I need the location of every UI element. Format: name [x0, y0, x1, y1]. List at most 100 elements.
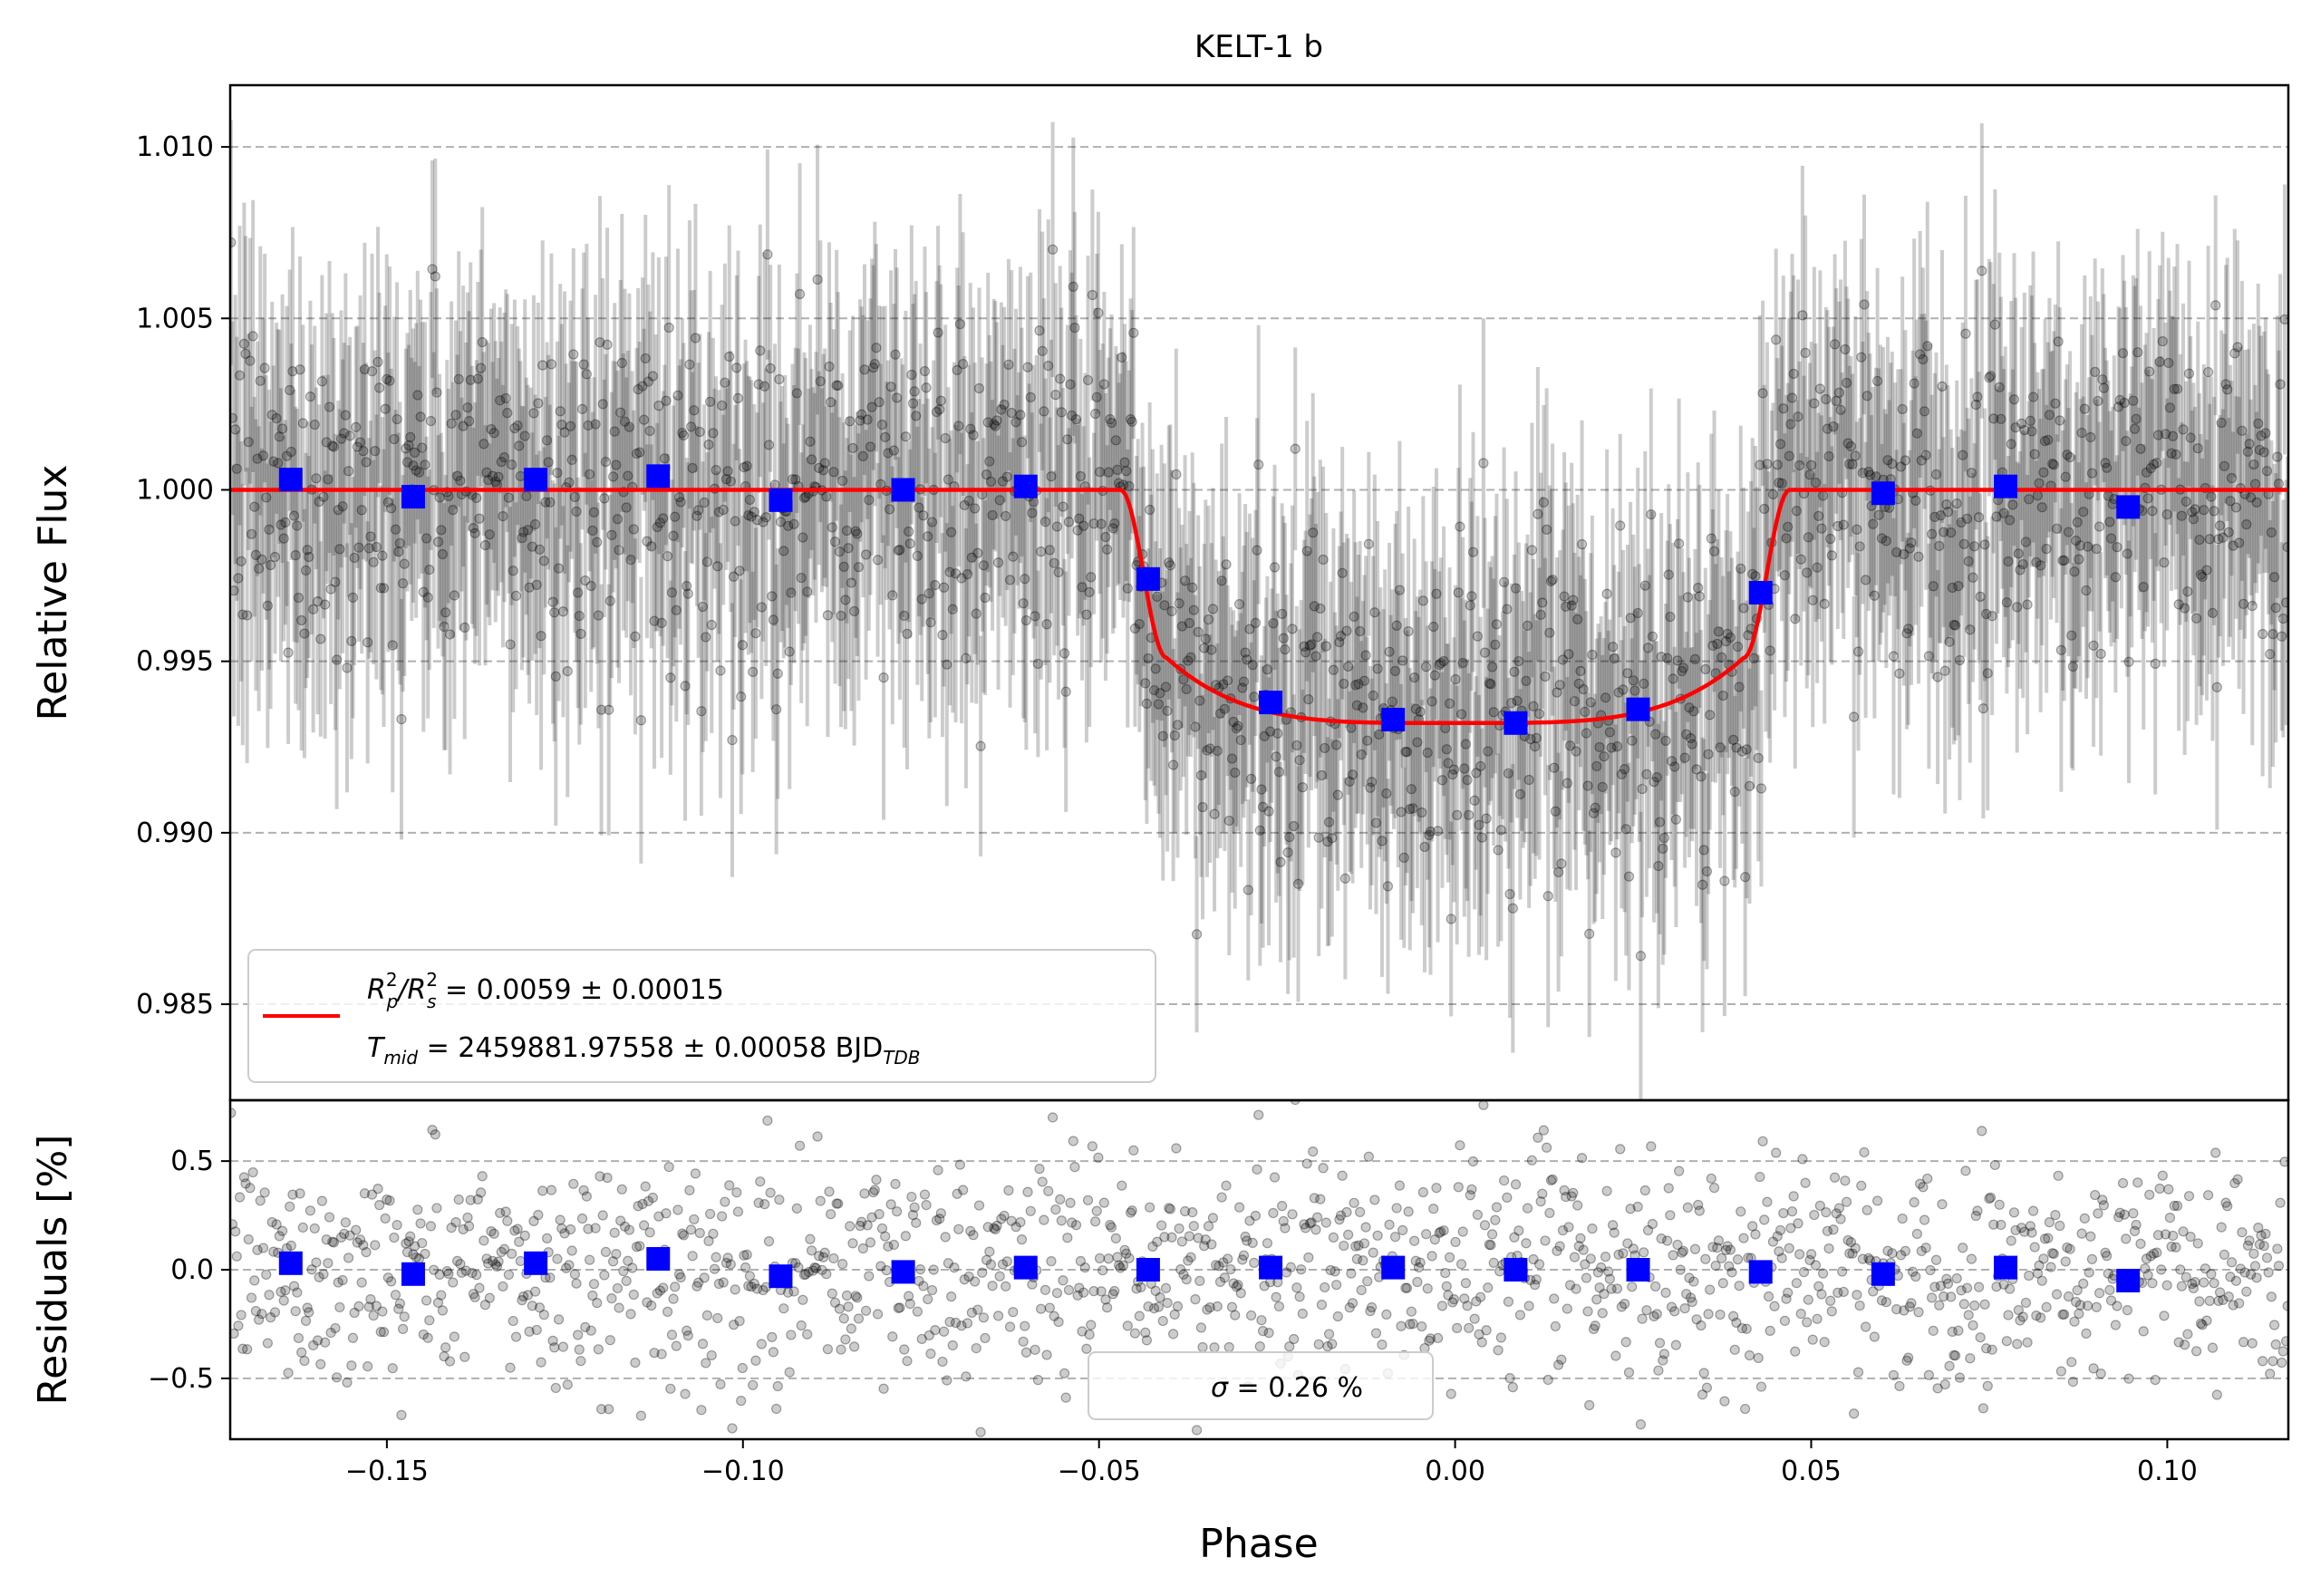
raw-point	[580, 575, 591, 586]
raw-point	[1039, 406, 1049, 417]
residual-point	[564, 1260, 575, 1271]
residual-point	[1587, 1224, 1598, 1234]
residual-point	[1627, 1282, 1638, 1292]
residual-point	[2066, 1357, 2077, 1368]
residual-point	[668, 1293, 679, 1304]
residual-point	[262, 1338, 273, 1349]
residual-point	[538, 1310, 549, 1320]
residual-point	[627, 1262, 638, 1273]
residual-point	[765, 1187, 776, 1198]
raw-point	[1474, 819, 1484, 830]
residual-point	[1542, 1374, 1553, 1386]
residual-point	[1168, 1329, 1179, 1340]
residual-point	[1032, 1375, 1043, 1386]
raw-point	[678, 430, 690, 440]
residual-point	[1346, 1268, 1357, 1279]
raw-point	[961, 653, 972, 664]
raw-point	[237, 609, 248, 620]
raw-point	[1134, 618, 1145, 630]
raw-point	[760, 512, 771, 523]
residual-point	[1432, 1332, 1444, 1344]
raw-point	[1443, 758, 1454, 769]
residual-point	[1384, 1219, 1395, 1230]
residual-point	[2260, 1228, 2271, 1239]
residual-point	[1453, 1182, 1464, 1193]
residual-point	[1277, 1201, 1288, 1212]
raw-point	[1128, 327, 1139, 338]
raw-point	[1328, 664, 1339, 675]
x-axis-label: Phase	[1199, 1521, 1318, 1567]
raw-point	[1287, 624, 1298, 634]
raw-point	[1117, 352, 1127, 363]
residual-point	[1554, 1241, 1565, 1252]
raw-point	[1512, 695, 1523, 707]
raw-point	[1800, 347, 1811, 358]
residual-point	[1355, 1206, 1366, 1217]
residual-point	[930, 1324, 941, 1336]
residual-point	[555, 1214, 566, 1225]
raw-point	[1046, 471, 1057, 482]
residual-point	[1020, 1347, 1031, 1358]
raw-point	[827, 522, 837, 533]
raw-point	[1169, 730, 1180, 741]
x-tick-label: 0.10	[2137, 1456, 2198, 1487]
raw-point	[846, 577, 856, 588]
raw-point	[631, 448, 643, 459]
raw-point	[285, 446, 296, 458]
raw-point	[1495, 825, 1506, 836]
raw-point	[398, 578, 409, 589]
residual-point	[459, 1351, 470, 1362]
raw-point	[788, 518, 799, 529]
residual-point	[571, 1278, 582, 1289]
residual-point	[1481, 1325, 1492, 1336]
raw-point	[1717, 690, 1728, 701]
residual-point	[343, 1253, 354, 1263]
residual-point	[2248, 1248, 2259, 1259]
residual-point	[1918, 1182, 1929, 1193]
residual-point	[1802, 1317, 1813, 1328]
x-tick-label: −0.15	[345, 1456, 429, 1487]
raw-point	[353, 542, 364, 553]
residual-point	[2201, 1315, 2212, 1326]
raw-point	[496, 457, 507, 468]
raw-point	[1960, 328, 1971, 339]
residual-point	[390, 1290, 401, 1301]
residual-point	[1793, 1218, 1803, 1229]
raw-point	[1431, 588, 1442, 599]
raw-point	[1698, 845, 1709, 856]
binned-point	[1994, 474, 2018, 498]
raw-point	[635, 715, 646, 726]
raw-point	[1417, 807, 1427, 818]
raw-point	[841, 525, 853, 537]
raw-point	[1554, 680, 1565, 691]
raw-point	[1697, 879, 1708, 890]
residual-point	[848, 1341, 860, 1352]
residual-point	[1039, 1214, 1049, 1225]
raw-point	[1030, 611, 1040, 622]
raw-point	[604, 704, 614, 715]
residual-point	[264, 1290, 275, 1301]
raw-point	[992, 557, 1004, 568]
residual-point	[1349, 1197, 1359, 1208]
residual-point	[247, 1166, 258, 1178]
raw-point	[593, 610, 604, 621]
residual-point	[1203, 1221, 1214, 1232]
residual-point	[1755, 1381, 1767, 1392]
raw-point	[1703, 749, 1714, 759]
residual-point	[311, 1257, 322, 1268]
raw-point	[1308, 527, 1319, 538]
raw-point	[333, 505, 343, 516]
residual-point	[1455, 1259, 1467, 1270]
residual-point	[1540, 1235, 1551, 1246]
raw-point	[767, 591, 778, 602]
residual-point	[1522, 1203, 1533, 1214]
residual-point	[2048, 1248, 2059, 1260]
raw-point	[1244, 624, 1255, 634]
raw-point	[1027, 508, 1038, 518]
raw-point	[1001, 471, 1012, 482]
raw-point	[377, 550, 388, 561]
raw-point	[653, 401, 664, 411]
residual-point	[1058, 1275, 1068, 1286]
raw-point	[1056, 407, 1067, 418]
